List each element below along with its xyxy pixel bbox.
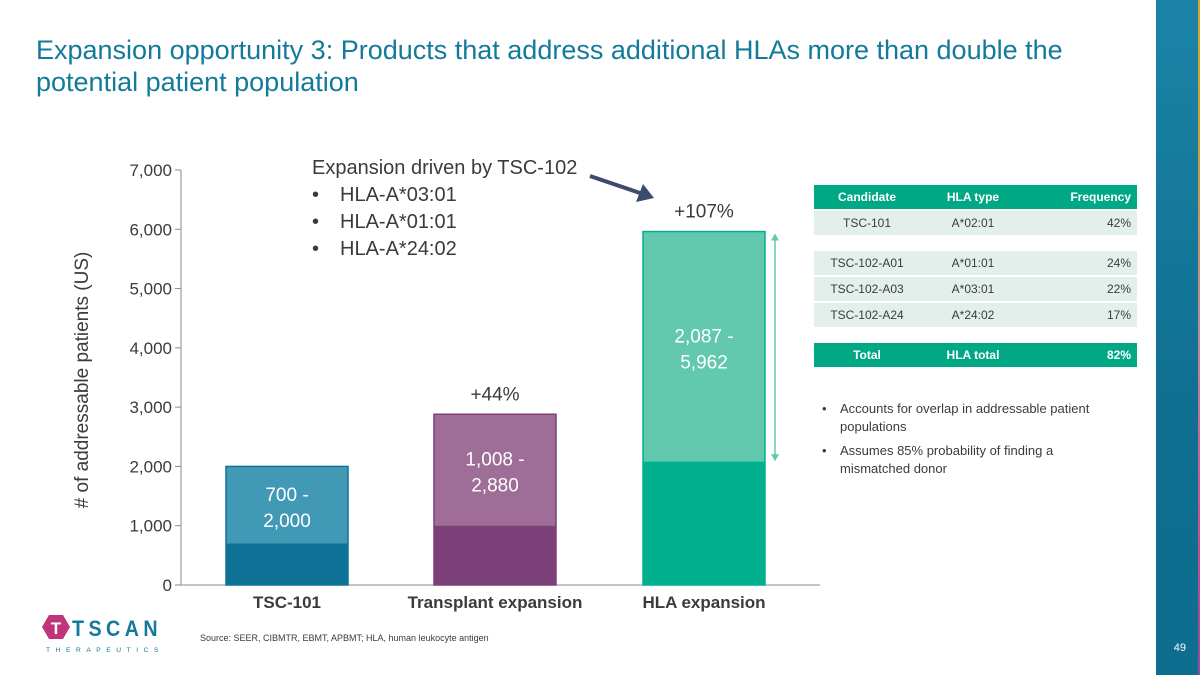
table-row: TSC-102-A01 A*01:01 24%: [814, 249, 1137, 275]
table-cell: TSC-102-A01: [814, 249, 920, 275]
y-tick-label: 7,000: [129, 161, 172, 180]
bar-segment-low: [226, 543, 348, 585]
hla-table: Candidate HLA type Frequency TSC-101 A*0…: [814, 185, 1137, 367]
page-number: 49: [1173, 642, 1186, 654]
table-cell: Total: [814, 341, 920, 367]
page-title: Expansion opportunity 3: Products that a…: [36, 35, 1063, 97]
data-label: 700 -: [265, 485, 308, 506]
y-tick-label: 3,000: [129, 398, 172, 417]
table-cell: TSC-101: [814, 209, 920, 235]
table-cell: 17%: [1026, 301, 1137, 327]
x-tick-label: HLA expansion: [642, 593, 765, 612]
x-tick-label: TSC-101: [253, 593, 321, 612]
table-cell: A*24:02: [920, 301, 1026, 327]
table-header-row: Candidate HLA type Frequency: [814, 185, 1137, 209]
table-row: TSC-102-A24 A*24:02 17%: [814, 301, 1137, 327]
table-spacer: [814, 235, 1137, 249]
growth-label: +107%: [674, 202, 734, 223]
x-tick-label: Transplant expansion: [408, 593, 583, 612]
y-tick-label: 5,000: [129, 280, 172, 299]
table-cell: TSC-102-A03: [814, 275, 920, 301]
bar-segment-high: [226, 466, 348, 544]
callout-arrow-head: [636, 184, 654, 202]
bar-outline: [642, 230, 766, 586]
table-spacer: [814, 327, 1137, 341]
range-arrow-head: [771, 454, 779, 462]
bar-chart: 0 1,000 2,000 3,000 4,000 5,000 6,000 7,000 # of…: [72, 161, 820, 612]
table-cell: HLA total: [920, 341, 1026, 367]
growth-label: +44%: [470, 384, 519, 405]
logo-subtitle: THERAPEUTICS: [46, 648, 164, 654]
y-tick-label: 6,000: [129, 220, 172, 239]
callout-arrow-line: [589, 174, 641, 195]
bar-outline: [225, 465, 349, 586]
callout-item: HLA-A*24:02: [312, 236, 577, 263]
table-cell: A*01:01: [920, 249, 1026, 275]
callout-item: HLA-A*03:01: [312, 182, 577, 209]
side-band: 49: [1156, 0, 1200, 675]
table-cell: 82%: [1026, 341, 1137, 367]
note-item: Accounts for overlap in addressable pati…: [822, 400, 1122, 436]
source-note: Source: SEER, CIBMTR, EBMT, APBMT; HLA, …: [200, 633, 489, 643]
column-header: Candidate: [814, 185, 920, 209]
table-cell: 22%: [1026, 275, 1137, 301]
y-tick-label: 2,000: [129, 457, 172, 476]
callout-item: HLA-A*01:01: [312, 209, 577, 236]
bar-outline: [433, 413, 557, 586]
table-cell: TSC-102-A24: [814, 301, 920, 327]
table-row: TSC-102-A03 A*03:01 22%: [814, 275, 1137, 301]
bar-segment-low: [643, 461, 765, 585]
y-tick-label: 4,000: [129, 339, 172, 358]
logo-hexagon: [42, 615, 70, 639]
bar-segment-high: [643, 231, 765, 462]
column-header: Frequency: [1026, 185, 1137, 209]
y-tick-label: 1,000: [129, 517, 172, 536]
y-tick-label: 0: [163, 576, 172, 595]
logo-letter: T: [51, 619, 62, 638]
callout-heading: Expansion driven by TSC-102: [312, 157, 578, 179]
table-cell: 24%: [1026, 249, 1137, 275]
table-cell: 42%: [1026, 209, 1137, 235]
column-header: HLA type: [920, 185, 1026, 209]
data-label: 2,880: [471, 476, 519, 497]
logo-wordmark: TSCAN: [72, 616, 162, 641]
footnote-list: Accounts for overlap in addressable pati…: [822, 400, 1122, 484]
y-axis-label: # of addressable patients (US): [72, 252, 93, 509]
data-label: 5,962: [680, 352, 728, 373]
expansion-callout: Expansion driven by TSC-102 HLA-A*03:01 …: [312, 155, 577, 263]
table-cell: A*02:01: [920, 209, 1026, 235]
callout-list: HLA-A*03:01 HLA-A*01:01 HLA-A*24:02: [312, 182, 577, 263]
data-label: 2,000: [263, 511, 311, 532]
data-label: 2,087 -: [674, 326, 733, 347]
tscan-logo: T TSCAN THERAPEUTICS: [42, 615, 164, 654]
table-row: TSC-101 A*02:01 42%: [814, 209, 1137, 235]
note-item: Assumes 85% probability of finding a mis…: [822, 442, 1122, 478]
range-arrow-head: [771, 233, 779, 241]
bar-segment-low: [434, 525, 556, 585]
table-total-row: Total HLA total 82%: [814, 341, 1137, 367]
bar-segment-high: [434, 414, 556, 526]
data-label: 1,008 -: [465, 450, 524, 471]
table-cell: A*03:01: [920, 275, 1026, 301]
